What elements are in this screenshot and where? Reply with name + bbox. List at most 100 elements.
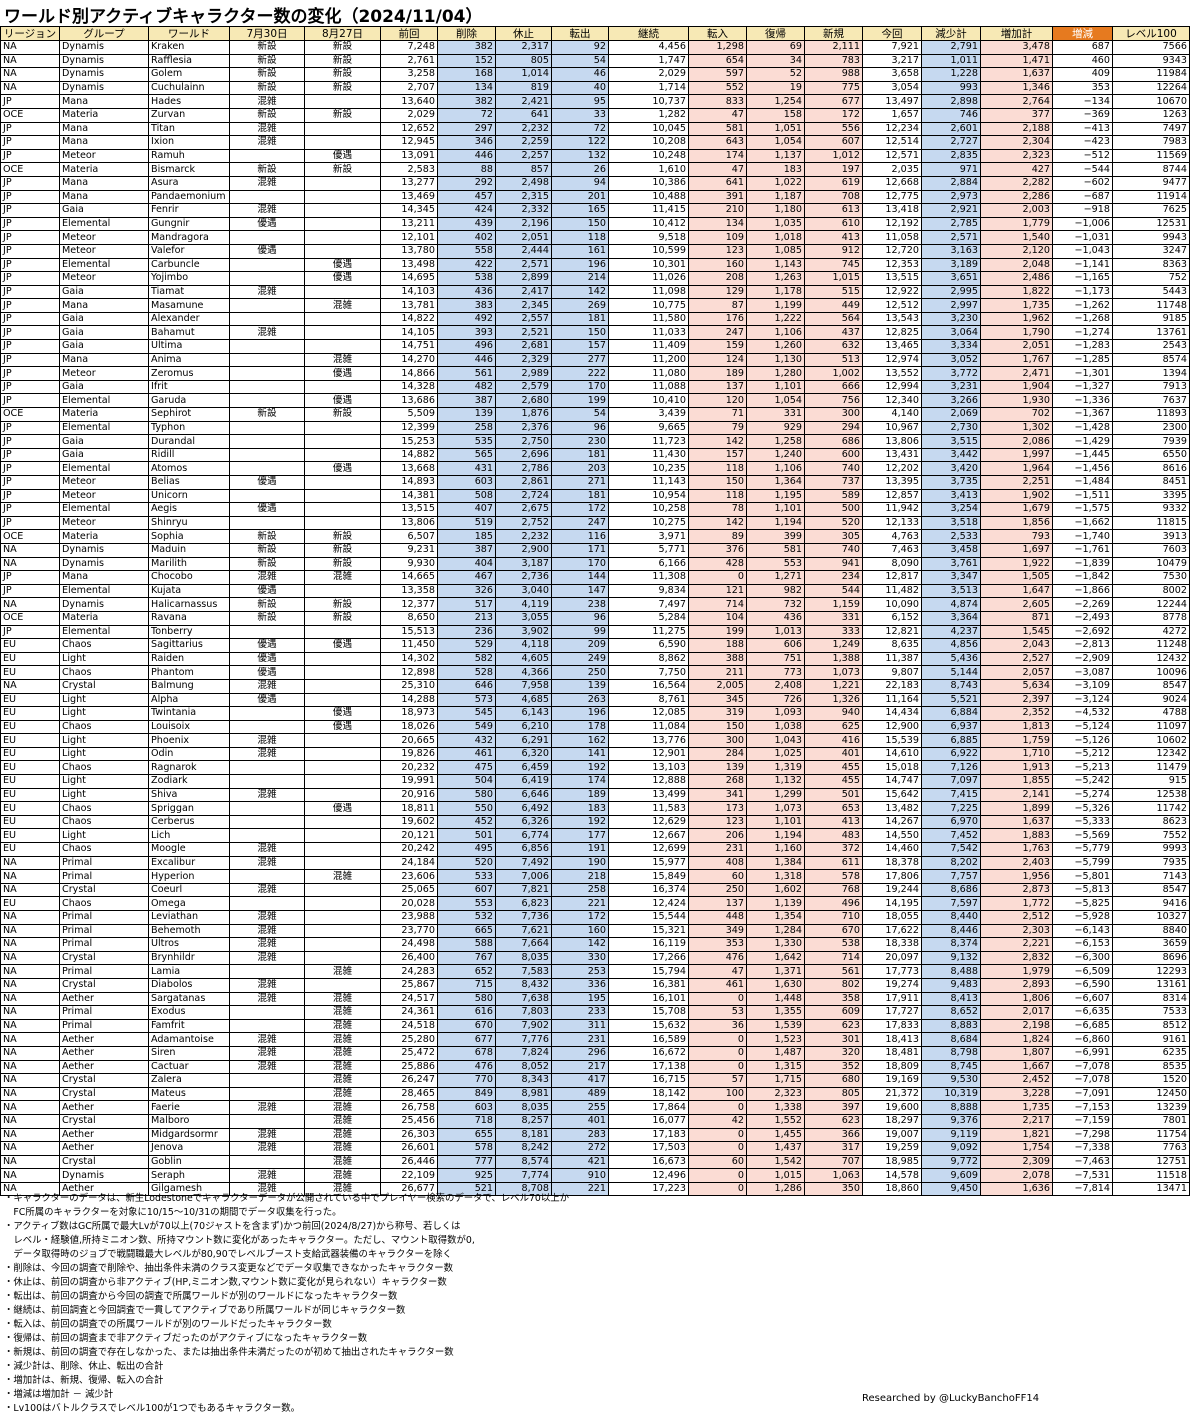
table-row: JP Meteor Belias 優遇 14,893 603 2,861 271 11,143 1… [0,475,1190,490]
table-cell: 20,232 [380,760,438,776]
table-cell: 3247 [1112,243,1190,259]
table-cell: 475 [437,760,496,776]
table-cell: 混雑 [229,135,305,150]
table-cell: 1,856 [980,515,1053,531]
table-cell: 7533 [1112,1005,1190,1020]
table-cell: 929 [746,420,805,436]
table-cell: 14,105 [380,325,438,341]
table-cell: −2,493 [1052,610,1113,626]
table-cell: 9,807 [862,665,922,680]
table-cell: 47 [688,964,747,979]
table-cell: 1,384 [746,855,805,871]
table-cell: 4,605 [495,651,552,667]
table-cell: 混雑 [229,787,305,803]
table-cell: 345 [688,692,747,708]
table-cell: 17,833 [862,1018,922,1034]
table-cell: −5,213 [1052,760,1113,776]
table-cell: Gaia [59,379,149,395]
table-cell: 新設 [229,107,305,123]
table-cell: 3,515 [921,434,981,449]
table-cell: Meteor [59,148,149,164]
table-cell: 217 [551,1059,609,1075]
table-cell [229,393,305,409]
table-cell: 409 [1052,67,1113,82]
table-cell: 8778 [1112,610,1190,626]
table-row: JP Gaia Fenrir 混雑 14,345 424 2,332 165 11,415 210… [0,203,1190,218]
table-cell: Materia [59,529,149,544]
table-cell: Dynamis [59,597,149,612]
table-cell: 431 [437,461,496,476]
table-cell: Belias [148,475,230,490]
table-cell: 436 [437,284,496,300]
table-cell: 17,864 [608,1100,689,1115]
table-cell: −3,087 [1052,665,1113,680]
table-cell: 混雑 [304,1127,381,1143]
table-cell: 6,492 [495,801,552,816]
table-cell: 269 [551,298,609,313]
table-cell: Light [59,774,149,789]
table-cell: 12,720 [862,243,922,259]
table-cell: 14,751 [380,339,438,354]
table-cell: 12,898 [380,665,438,680]
table-cell: 9,665 [608,420,689,436]
table-cell: 1,779 [980,216,1053,232]
table-cell: Meteor [59,366,149,381]
table-cell: 775 [804,80,863,96]
table-cell: 7801 [1112,1113,1190,1129]
table-cell: 2,069 [921,407,981,422]
table-cell: 3,347 [921,570,981,585]
table-cell: 混雑 [229,910,305,925]
table-cell: 78 [688,502,747,517]
table-cell: 654 [688,53,747,69]
table-cell: 10,275 [608,515,689,531]
table-cell: 1,813 [980,719,1053,735]
table-cell: 545 [437,706,496,721]
table-cell: 147 [551,583,609,599]
table-cell: 1,073 [804,665,863,680]
column-header: 削除 [437,26,496,41]
table-cell: 4,763 [862,529,922,544]
table-cell: 12,888 [608,774,689,789]
table-cell: 11,450 [380,638,438,653]
table-cell [304,651,381,667]
table-cell: 混雑 [229,678,305,694]
table-cell: 17,622 [862,923,922,939]
table-cell: 8,798 [921,1045,981,1061]
table-cell: 150 [688,719,747,735]
table-cell: 1,014 [495,67,552,82]
table-cell: 12,085 [608,706,689,721]
table-cell: −6,300 [1052,950,1113,966]
table-cell: Phoenix [148,733,230,748]
table-cell: 1,043 [746,733,805,748]
table-cell: JP [0,502,60,517]
table-row: NA Dynamis Halicarnassus 新設 新設 12,377 517 4,119… [0,597,1190,612]
table-cell: 13,431 [862,447,922,463]
table-cell: 2,111 [804,40,863,55]
table-cell: 2,051 [495,230,552,245]
table-cell: 1,130 [746,352,805,368]
table-cell: 7763 [1112,1141,1190,1156]
table-cell: −6,685 [1052,1018,1113,1034]
table-cell: 2,736 [495,570,552,585]
table-cell [304,842,381,857]
table-cell: 181 [551,447,609,463]
table-cell: 12,512 [862,298,922,313]
table-cell: 1,448 [746,991,805,1007]
table-cell: 174 [688,148,747,164]
table-cell [229,760,305,776]
table-cell: 1,902 [980,488,1053,504]
table-cell [304,488,381,504]
table-cell: −5,326 [1052,801,1113,816]
table-cell: 707 [804,1154,863,1170]
table-cell: 6,922 [921,746,981,762]
table-cell: 混雑 [229,746,305,762]
table-cell: 377 [980,107,1053,123]
table-cell: JP [0,175,60,191]
table-cell: NA [0,1073,60,1088]
table-cell: 2,921 [921,203,981,218]
table-cell: 588 [437,937,496,952]
table-row: EU Chaos Spriggan 優遇 18,811 550 6,492 183 11,583… [0,801,1190,816]
table-cell: 優遇 [229,665,305,680]
table-cell: Crystal [59,977,149,993]
table-cell: 2,323 [980,148,1053,164]
